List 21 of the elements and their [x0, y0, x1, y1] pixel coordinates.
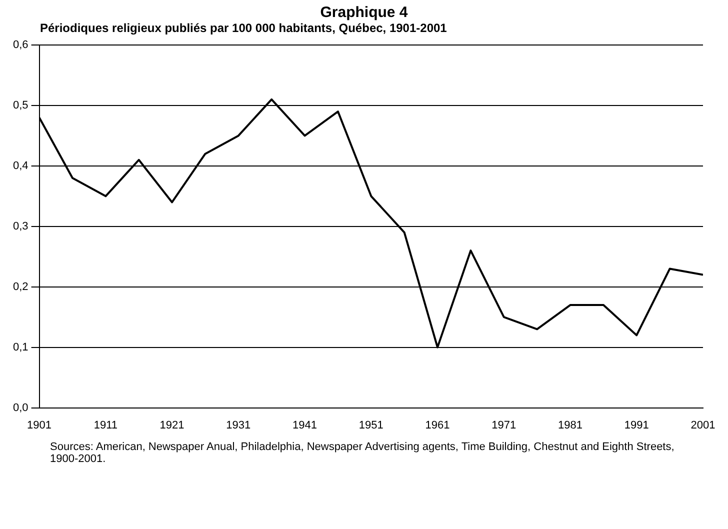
- y-tick-label: 0,4: [12, 160, 28, 172]
- x-tick-label: 1941: [292, 419, 318, 432]
- x-tick-label: 1961: [425, 419, 450, 432]
- x-tick-label: 1911: [94, 419, 118, 432]
- chart-subtitle: Périodiques religieux publiés par 100 000 habitants, Québec, 1901-2001: [40, 21, 448, 35]
- x-tick-label: 1921: [160, 419, 184, 432]
- x-tick-label: 1901: [27, 419, 52, 432]
- y-tick-label: 0,6: [12, 39, 28, 52]
- x-tick-label: 2001: [690, 419, 716, 432]
- x-tick-label: 1991: [624, 419, 649, 432]
- x-tick-label: 1981: [558, 419, 582, 432]
- y-tick-label: 0,3: [12, 220, 28, 232]
- source-note: Sources: American, Newspaper Anual, Philadelphia, Newspaper Advertising agents, Time Building, Chestnut and Eighth Streets, 1900-2001.: [50, 441, 676, 465]
- y-tick-label: 0,5: [12, 100, 28, 112]
- x-tick-label: 1931: [226, 419, 251, 432]
- x-tick-label: 1971: [492, 419, 516, 432]
- chart-title: Graphique 4: [319, 4, 409, 21]
- y-tick-label: 0,0: [12, 402, 28, 414]
- x-tick-label: 1951: [358, 419, 384, 432]
- y-tick-label: 0,2: [12, 280, 28, 293]
- y-tick-label: 0,1: [12, 341, 28, 354]
